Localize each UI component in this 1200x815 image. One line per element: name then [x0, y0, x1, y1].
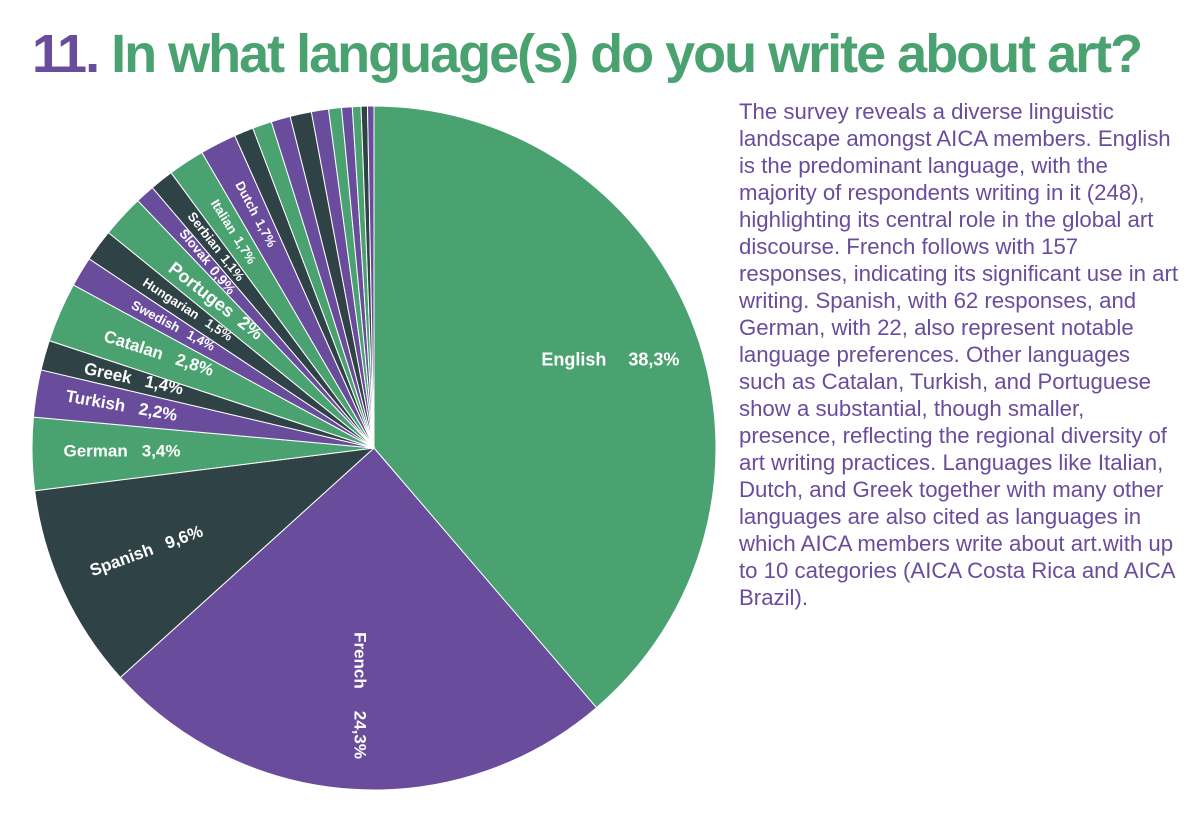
slice-name-french: French [350, 632, 369, 689]
pie-slice-spanish [34, 447, 376, 679]
description-text: The survey reveals a diverse linguistic … [739, 99, 1179, 610]
svg-text:French24,3%: French 24,3% [350, 632, 369, 759]
slice-percent-french: 24,3% [350, 711, 369, 759]
pie-slice-other-23 [366, 105, 375, 449]
page-title: 11. In what language(s) do you write abo… [32, 22, 1192, 86]
slice-label-english: English 38,3% [541, 349, 679, 369]
question-number: 11. [32, 24, 100, 84]
slice-percent-english: 38,3% [628, 349, 679, 369]
slice-name-german: German [64, 442, 128, 461]
slice-name-english: English [541, 349, 606, 369]
question-text: In what language(s) do you write about a… [111, 24, 1143, 84]
slice-label-french: French 24,3% [350, 632, 369, 759]
pie-slice-english [373, 105, 717, 709]
slice-percent-german: 3,4% [142, 442, 181, 461]
pie-slice-french [119, 447, 598, 791]
slice-label-german: German 3,4% [64, 442, 181, 461]
